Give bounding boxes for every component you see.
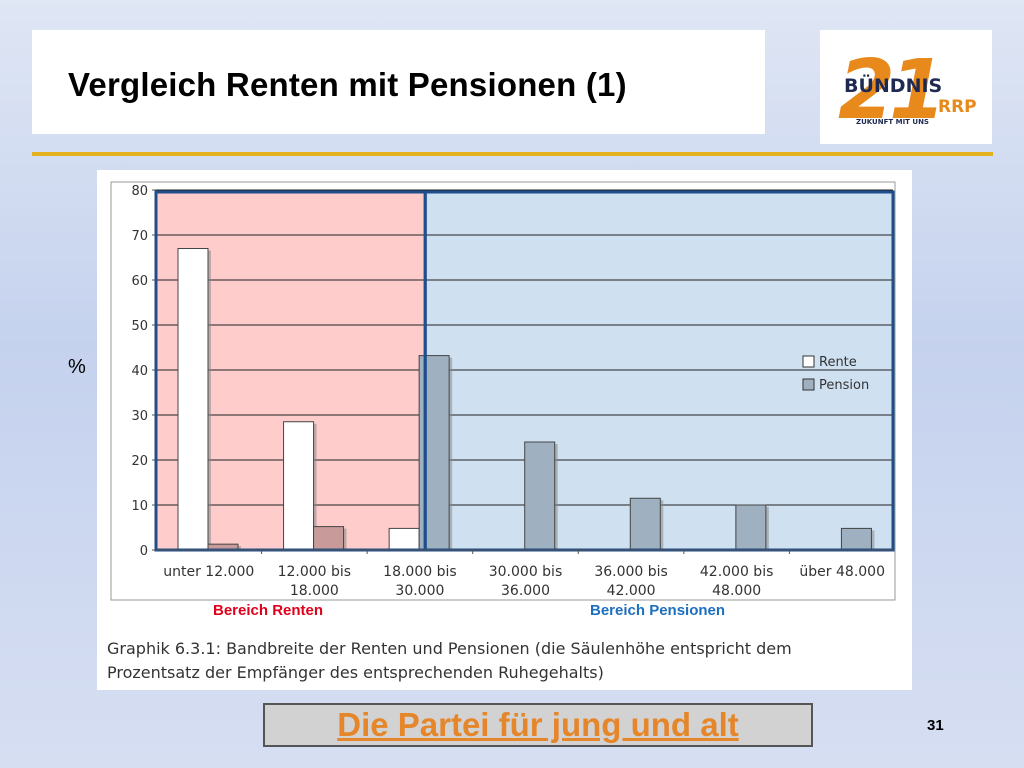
logo-name: BÜNDNIS <box>844 73 942 97</box>
grid-lines <box>156 189 893 506</box>
title-box: Vergleich Renten mit Pensionen (1) <box>32 30 765 134</box>
x-tick-label: 42.000 bis <box>700 564 774 580</box>
legend-swatch-pension <box>802 378 815 391</box>
bar-rente <box>283 421 315 551</box>
bar-rente <box>177 248 209 551</box>
logo: 21 BÜNDNIS RRP ZUKUNFT MIT UNS <box>820 30 992 144</box>
region-pensionen-bg <box>425 192 893 550</box>
chart-caption-line-2: Prozentsatz der Empfänger des entspreche… <box>107 663 604 682</box>
bar-pension <box>418 355 450 551</box>
x-tick-label: 36.000 <box>501 583 550 599</box>
y-tick-label: 50 <box>131 319 148 334</box>
chart-border <box>110 181 896 601</box>
logo-tagline: ZUKUNFT MIT UNS <box>856 118 929 126</box>
x-tick-label: 18.000 bis <box>383 564 457 580</box>
x-tick-label: 42.000 <box>607 583 656 599</box>
y-tick-label: 30 <box>131 409 148 424</box>
y-unit-label: % <box>68 356 86 378</box>
region-label-pensionen: Bereich Pensionen <box>590 602 725 619</box>
y-tick-label: 40 <box>131 364 148 379</box>
x-tick-label: 36.000 bis <box>594 564 668 580</box>
y-tick-label: 80 <box>131 184 148 199</box>
x-tick-labels: unter 12.000 12.000 bis 18.000 18.000 bis 30… <box>163 550 885 599</box>
region-label-renten: Bereich Renten <box>213 602 323 619</box>
footer-slogan: Die Partei für jung und alt <box>337 706 739 743</box>
x-tick-label: 18.000 <box>290 583 339 599</box>
bar-rente <box>388 527 420 551</box>
logo-number: 21 <box>838 43 940 138</box>
footer-box: Die Partei für jung und alt <box>263 703 813 747</box>
chart-caption-line-1: Graphik 6.3.1: Bandbreite der Renten und… <box>107 639 792 658</box>
bar-pension <box>313 526 345 551</box>
x-tick-label: über 48.000 <box>799 564 885 580</box>
bars <box>177 248 875 551</box>
gold-rule <box>32 152 993 156</box>
y-tick-label: 0 <box>140 544 148 559</box>
logo-suffix: RRP <box>938 97 977 117</box>
bar-pension <box>629 497 661 551</box>
x-tick-label: 48.000 <box>712 583 761 599</box>
x-tick-label: 12.000 bis <box>278 564 352 580</box>
buendnis-logo: 21 BÜNDNIS RRP ZUKUNFT MIT UNS <box>838 43 977 138</box>
y-tick-labels: 0 10 20 30 40 50 60 70 80 <box>131 184 157 559</box>
bar-pension <box>735 504 767 551</box>
legend-swatch-rente <box>802 355 815 368</box>
y-tick-label: 70 <box>131 229 148 244</box>
y-tick-label: 20 <box>131 454 148 469</box>
bar-pension <box>524 441 556 551</box>
x-tick-label: 30.000 <box>395 583 444 599</box>
bar-pension <box>840 527 872 551</box>
x-tick-label: 30.000 bis <box>489 564 563 580</box>
slide-title: Vergleich Renten mit Pensionen (1) <box>68 66 627 103</box>
chart-panel: 0 10 20 30 40 50 60 70 80 unter 12.000 12.000 bis… <box>97 170 912 690</box>
y-tick-label: 60 <box>131 274 148 289</box>
legend: Rente Pension <box>802 355 869 393</box>
page-number: 31 <box>927 717 944 734</box>
bar-chart: 0 10 20 30 40 50 60 70 80 unter 12.000 12.000 bis… <box>107 181 896 682</box>
y-tick-label: 10 <box>131 499 148 514</box>
legend-label-rente: Rente <box>819 355 857 370</box>
x-tick-label: unter 12.000 <box>163 564 254 580</box>
legend-label-pension: Pension <box>819 378 869 393</box>
